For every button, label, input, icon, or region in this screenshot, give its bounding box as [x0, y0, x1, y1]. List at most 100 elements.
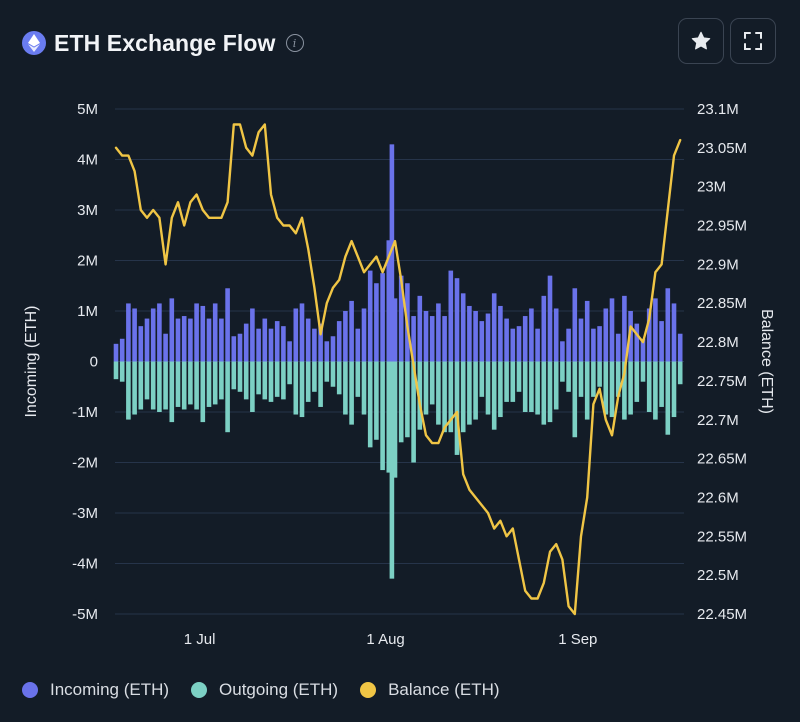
outgoing-bar[interactable] [640, 361, 646, 382]
outgoing-bar[interactable] [429, 361, 435, 405]
outgoing-bar[interactable] [250, 361, 255, 413]
outgoing-bar[interactable] [516, 361, 522, 392]
incoming-spike-bar[interactable] [389, 144, 395, 362]
incoming-bar[interactable] [473, 311, 478, 362]
outgoing-bar[interactable] [336, 361, 342, 395]
outgoing-bar[interactable] [262, 361, 268, 400]
incoming-bar[interactable] [516, 326, 522, 362]
outgoing-bar[interactable] [541, 361, 547, 425]
incoming-bar[interactable] [374, 283, 379, 362]
incoming-bar[interactable] [219, 318, 224, 362]
info-icon[interactable]: i [285, 34, 304, 52]
incoming-bar[interactable] [659, 321, 664, 362]
incoming-bar[interactable] [454, 278, 460, 362]
outgoing-bar[interactable] [126, 361, 131, 420]
incoming-bar[interactable] [609, 298, 615, 362]
incoming-bar[interactable] [113, 343, 119, 362]
incoming-bar[interactable] [324, 341, 330, 362]
incoming-bar[interactable] [181, 316, 187, 362]
incoming-bar[interactable] [299, 303, 305, 362]
outgoing-bar[interactable] [597, 361, 602, 387]
outgoing-bar[interactable] [206, 361, 212, 407]
incoming-bar[interactable] [262, 318, 268, 362]
legend-item-incoming[interactable]: Incoming (ETH) [22, 680, 169, 700]
incoming-bar[interactable] [665, 288, 671, 362]
incoming-bar[interactable] [175, 318, 181, 362]
incoming-bar[interactable] [460, 293, 466, 362]
incoming-bar[interactable] [479, 321, 485, 362]
incoming-bar[interactable] [553, 308, 559, 362]
incoming-bar[interactable] [274, 321, 280, 362]
outgoing-bar[interactable] [547, 361, 553, 423]
outgoing-bar[interactable] [479, 361, 485, 397]
outgoing-bar[interactable] [299, 361, 305, 418]
incoming-bar[interactable] [677, 333, 683, 362]
incoming-bar[interactable] [150, 308, 156, 362]
outgoing-bar[interactable] [591, 361, 596, 397]
incoming-bar[interactable] [318, 323, 323, 362]
outgoing-bar[interactable] [225, 361, 230, 433]
outgoing-bar[interactable] [144, 361, 150, 400]
incoming-bar[interactable] [634, 323, 640, 362]
incoming-bar[interactable] [268, 328, 274, 362]
incoming-bar[interactable] [442, 316, 447, 362]
incoming-bar[interactable] [163, 333, 168, 362]
outgoing-bar[interactable] [157, 361, 162, 413]
incoming-bar[interactable] [287, 341, 292, 362]
outgoing-bar[interactable] [138, 361, 144, 410]
outgoing-bar[interactable] [163, 361, 168, 410]
outgoing-bar[interactable] [386, 361, 392, 473]
incoming-bar[interactable] [126, 303, 131, 362]
outgoing-bar[interactable] [572, 361, 578, 438]
incoming-bar[interactable] [392, 298, 398, 362]
incoming-bar[interactable] [200, 305, 206, 362]
outgoing-bar[interactable] [442, 361, 447, 433]
outgoing-bar[interactable] [293, 361, 299, 415]
outgoing-bar[interactable] [212, 361, 218, 405]
outgoing-bar[interactable] [330, 361, 336, 387]
outgoing-bar[interactable] [491, 361, 497, 430]
incoming-bar[interactable] [640, 338, 646, 362]
outgoing-bar[interactable] [454, 361, 460, 455]
incoming-bar[interactable] [547, 275, 553, 362]
incoming-bar[interactable] [653, 298, 658, 362]
outgoing-bar[interactable] [175, 361, 181, 407]
incoming-bar[interactable] [250, 308, 255, 362]
outgoing-bar[interactable] [256, 361, 261, 395]
outgoing-bar[interactable] [231, 361, 237, 390]
incoming-bar[interactable] [498, 305, 503, 362]
outgoing-bar[interactable] [150, 361, 156, 410]
outgoing-bar[interactable] [653, 361, 658, 420]
legend-item-balance[interactable]: Balance (ETH) [360, 680, 500, 700]
incoming-bar[interactable] [349, 300, 354, 362]
incoming-bar[interactable] [343, 311, 348, 362]
incoming-bar[interactable] [194, 303, 199, 362]
outgoing-bar[interactable] [504, 361, 509, 402]
incoming-bar[interactable] [256, 328, 261, 362]
outgoing-bar[interactable] [237, 361, 243, 392]
incoming-bar[interactable] [386, 240, 392, 362]
incoming-bar[interactable] [529, 308, 534, 362]
incoming-bar[interactable] [398, 275, 404, 362]
incoming-bar[interactable] [119, 338, 125, 362]
outgoing-bar[interactable] [609, 361, 615, 418]
outgoing-bar[interactable] [181, 361, 187, 410]
incoming-bar[interactable] [597, 326, 602, 362]
incoming-bar[interactable] [491, 293, 497, 362]
incoming-bar[interactable] [591, 328, 596, 362]
outgoing-bar[interactable] [473, 361, 478, 420]
outgoing-bar[interactable] [194, 361, 199, 410]
outgoing-bar[interactable] [169, 361, 175, 423]
incoming-bar[interactable] [423, 311, 429, 362]
outgoing-bar[interactable] [417, 361, 423, 430]
incoming-bar[interactable] [225, 288, 230, 362]
outgoing-bar[interactable] [318, 361, 323, 407]
incoming-bar[interactable] [361, 308, 367, 362]
incoming-bar[interactable] [206, 318, 212, 362]
incoming-bar[interactable] [243, 323, 249, 362]
outgoing-bar[interactable] [374, 361, 379, 440]
incoming-bar[interactable] [417, 295, 423, 362]
outgoing-bar[interactable] [436, 361, 441, 425]
incoming-bar[interactable] [380, 273, 385, 362]
outgoing-bar[interactable] [467, 361, 472, 425]
